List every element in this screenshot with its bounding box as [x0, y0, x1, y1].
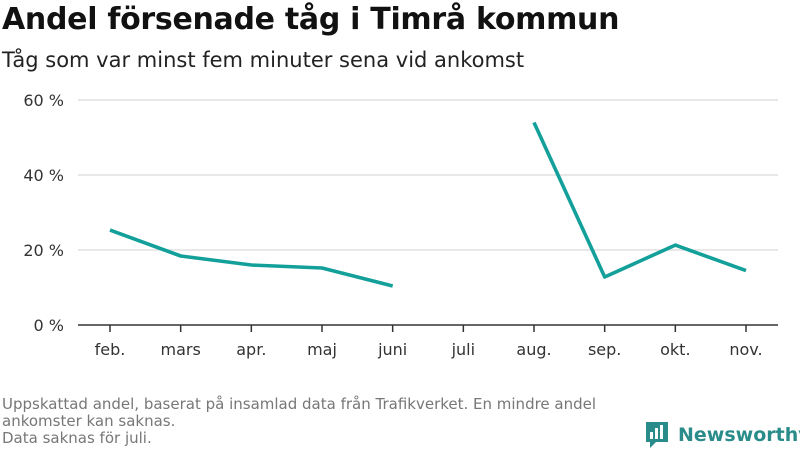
y-tick-label: 0 %: [34, 316, 64, 335]
line-chart: 0 % 20 % 40 % 60 % feb. mars apr. maj juni juli a…: [23, 91, 778, 359]
footnote-line-1: Uppskattad andel, baserat på insamlad da…: [2, 395, 597, 430]
x-tick-label: sep.: [588, 340, 621, 359]
y-tick-label: 40 %: [23, 166, 64, 185]
x-tick-label: mars: [161, 340, 201, 359]
y-tick-label: 60 %: [23, 91, 64, 110]
brand-name: Newsworthy: [678, 424, 800, 446]
series-line-segment: [109, 228, 394, 288]
x-tick-label: maj: [307, 340, 337, 359]
y-tick-label: 20 %: [23, 241, 64, 260]
x-tick-label: juni: [377, 340, 407, 359]
x-tick-label: nov.: [729, 340, 762, 359]
x-tick-label: juli: [451, 340, 475, 359]
footnote: Uppskattad andel, baserat på insamlad da…: [2, 396, 642, 447]
x-tick-label: okt.: [660, 340, 690, 359]
chart-subtitle: Tåg som var minst fem minuter sena vid a…: [2, 48, 525, 72]
x-axis-ticks: feb. mars apr. maj juni juli aug. sep. okt. nov.: [95, 325, 763, 359]
x-tick-label: feb.: [95, 340, 126, 359]
y-axis-ticks: 0 % 20 % 40 % 60 %: [23, 91, 64, 335]
brand-logo: Newsworthy: [644, 420, 800, 450]
series-line-segment: [532, 121, 747, 279]
grid-lines: [78, 99, 778, 251]
newsworthy-icon: [646, 422, 668, 448]
x-tick-label: aug.: [516, 340, 551, 359]
footnote-line-2: Data saknas för juli.: [2, 429, 152, 447]
series-lines: [109, 121, 747, 288]
chart-title: Andel försenade tåg i Timrå kommun: [2, 2, 620, 37]
x-tick-label: apr.: [236, 340, 266, 359]
